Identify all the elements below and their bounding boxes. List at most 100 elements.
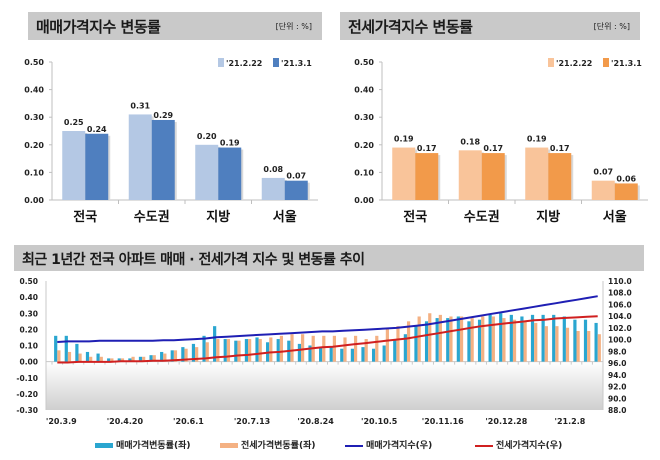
trend-bar-jeonse bbox=[523, 321, 527, 362]
jeonse-y-tick-label: 0.10 bbox=[354, 168, 374, 177]
sale-panel-header: 매매가격지수 변동률 [단위 : %] bbox=[28, 12, 322, 40]
jeonse-category-label: 전국 bbox=[403, 209, 427, 225]
trend-bar-jeonse bbox=[57, 350, 61, 362]
trend-right-tick-label: 102.0 bbox=[608, 324, 632, 333]
trend-left-tick-label: -0.30 bbox=[16, 406, 38, 415]
trend-bar-jeonse bbox=[343, 337, 347, 362]
jeonse-value-label: 0.17 bbox=[483, 144, 503, 153]
trend-bar-sale bbox=[223, 339, 227, 362]
sale-bar bbox=[284, 180, 308, 200]
trend-bar-sale bbox=[297, 343, 302, 362]
jeonse-panel-title: 전세가격지수 변동률 bbox=[348, 18, 473, 36]
trend-bar-jeonse bbox=[396, 326, 400, 362]
trend-bar-jeonse bbox=[152, 355, 156, 362]
trend-bar-sale bbox=[85, 351, 90, 362]
trend-x-tick-label: '20.3.9 bbox=[46, 417, 77, 426]
trend-bar-sale bbox=[541, 314, 545, 362]
trend-right-tick-label: 96.0 bbox=[608, 359, 627, 368]
trend-left-tick-label: -0.10 bbox=[16, 374, 38, 383]
trend-x-tick-label: '20.12.28 bbox=[485, 417, 527, 426]
sale-legend-label: '21.3.1 bbox=[281, 59, 312, 68]
jeonse-bar bbox=[548, 153, 572, 200]
trend-bar-jeonse bbox=[195, 347, 199, 362]
trend-left-tick-label: 0.50 bbox=[19, 277, 38, 286]
trend-left-tick-label: 0.20 bbox=[19, 325, 38, 334]
jeonse-bar bbox=[458, 150, 482, 200]
trend-bar-sale bbox=[96, 353, 100, 362]
trend-right-tick-label: 110.0 bbox=[608, 277, 632, 286]
trend-bar-jeonse bbox=[67, 351, 72, 362]
trend-bar-sale bbox=[202, 335, 206, 362]
trend-bar-jeonse bbox=[131, 356, 135, 362]
jeonse-legend-swatch bbox=[548, 58, 554, 67]
trend-bar-sale bbox=[552, 314, 556, 362]
trend-bar-jeonse bbox=[544, 326, 548, 362]
trend-bar-jeonse bbox=[597, 334, 601, 362]
trend-bar-sale bbox=[160, 351, 164, 362]
trend-bar-sale bbox=[393, 339, 397, 362]
jeonse-value-label: 0.17 bbox=[417, 144, 437, 153]
sale-panel-unit: [단위 : %] bbox=[275, 22, 312, 31]
legend-line-swatch bbox=[475, 444, 493, 447]
jeonse-value-label: 0.18 bbox=[460, 137, 480, 146]
trend-bar-sale bbox=[499, 313, 503, 362]
trend-bar-jeonse bbox=[502, 318, 506, 362]
trend-x-tick-label: '20.8.24 bbox=[297, 417, 334, 426]
jeonse-value-label: 0.07 bbox=[593, 168, 613, 177]
trend-bar-sale bbox=[75, 343, 79, 362]
trend-bar-jeonse bbox=[205, 342, 209, 362]
trend-bar-sale bbox=[520, 316, 524, 362]
jeonse-bar bbox=[591, 180, 615, 200]
sale-value-label: 0.08 bbox=[263, 165, 283, 174]
jeonse-y-tick-label: 0.40 bbox=[354, 86, 374, 95]
trend-x-tick-label: '20.10.5 bbox=[361, 417, 398, 426]
trend-bar-sale bbox=[213, 326, 217, 362]
jeonse-category-label: 서울 bbox=[603, 209, 627, 225]
trend-bar-sale bbox=[435, 318, 439, 362]
sale-y-tick-label: 0.20 bbox=[24, 141, 44, 150]
sale-y-tick-label: 0.10 bbox=[24, 168, 44, 177]
jeonse-y-tick-label: 0.50 bbox=[354, 58, 374, 67]
trend-combo-chart: -0.30 -0.20 -0.10 0.00 0.10 0.20 0.30 0.40 0.50 8… bbox=[16, 277, 632, 426]
trend-bar-jeonse bbox=[353, 335, 358, 362]
trend-bar-sale bbox=[350, 348, 354, 362]
trend-bar-sale bbox=[382, 345, 386, 362]
trend-bar-sale bbox=[329, 347, 333, 362]
jeonse-bar bbox=[525, 147, 549, 200]
trend-bar-jeonse bbox=[290, 334, 294, 362]
sale-bar bbox=[151, 119, 175, 200]
trend-panel-title: 최근 1년간 전국 아파트 매매 · 전세가격 지수 및 변동률 추이 bbox=[22, 252, 365, 268]
trend-legend-item: 매매가격변동률(좌) bbox=[95, 438, 190, 451]
trend-bar-sale bbox=[594, 322, 598, 362]
trend-bar-sale bbox=[107, 358, 111, 362]
jeonse-category-label: 지방 bbox=[536, 209, 560, 225]
trend-bar-sale bbox=[128, 358, 132, 362]
jeonse-y-tick-label: 0.30 bbox=[354, 113, 374, 122]
trend-left-tick-label: 0.30 bbox=[19, 309, 38, 318]
trend-x-tick-label: '20.7.13 bbox=[234, 417, 270, 426]
sale-value-label: 0.29 bbox=[153, 111, 173, 120]
sale-panel-title: 매매가격지수 변동률 bbox=[36, 18, 161, 36]
trend-bar-jeonse bbox=[173, 350, 178, 362]
jeonse-legend-label: '21.3.1 bbox=[611, 59, 642, 68]
trend-bar-jeonse bbox=[269, 337, 273, 362]
trend-bar-sale bbox=[149, 355, 153, 362]
trend-legend-label: 매매가격변동률(좌) bbox=[116, 441, 191, 451]
trend-bar-jeonse bbox=[99, 356, 103, 362]
sale-bar bbox=[261, 177, 285, 200]
trend-bar-jeonse bbox=[534, 322, 538, 362]
jeonse-panel-header: 전세가격지수 변동률 [단위 : %] bbox=[340, 12, 640, 40]
trend-left-tick-label: 0.40 bbox=[19, 293, 38, 302]
trend-bar-sale bbox=[488, 314, 492, 362]
trend-legend: 매매가격변동률(좌) 전세가격변동률(좌) 매매가격지수(우) 전세가격지수(우) bbox=[95, 436, 615, 454]
trend-negative-area-background bbox=[46, 361, 603, 410]
legend-bar-swatch bbox=[220, 443, 238, 448]
trend-bar-sale bbox=[191, 343, 196, 362]
trend-line-jeonse-index bbox=[57, 315, 598, 364]
trend-left-tick-label: 0.00 bbox=[19, 358, 38, 367]
trend-right-tick-label: 92.0 bbox=[608, 383, 627, 392]
trend-bar-jeonse bbox=[279, 335, 284, 362]
trend-bar-jeonse bbox=[120, 358, 125, 362]
trend-bar-jeonse bbox=[237, 340, 241, 362]
trend-bar-jeonse bbox=[428, 313, 432, 362]
